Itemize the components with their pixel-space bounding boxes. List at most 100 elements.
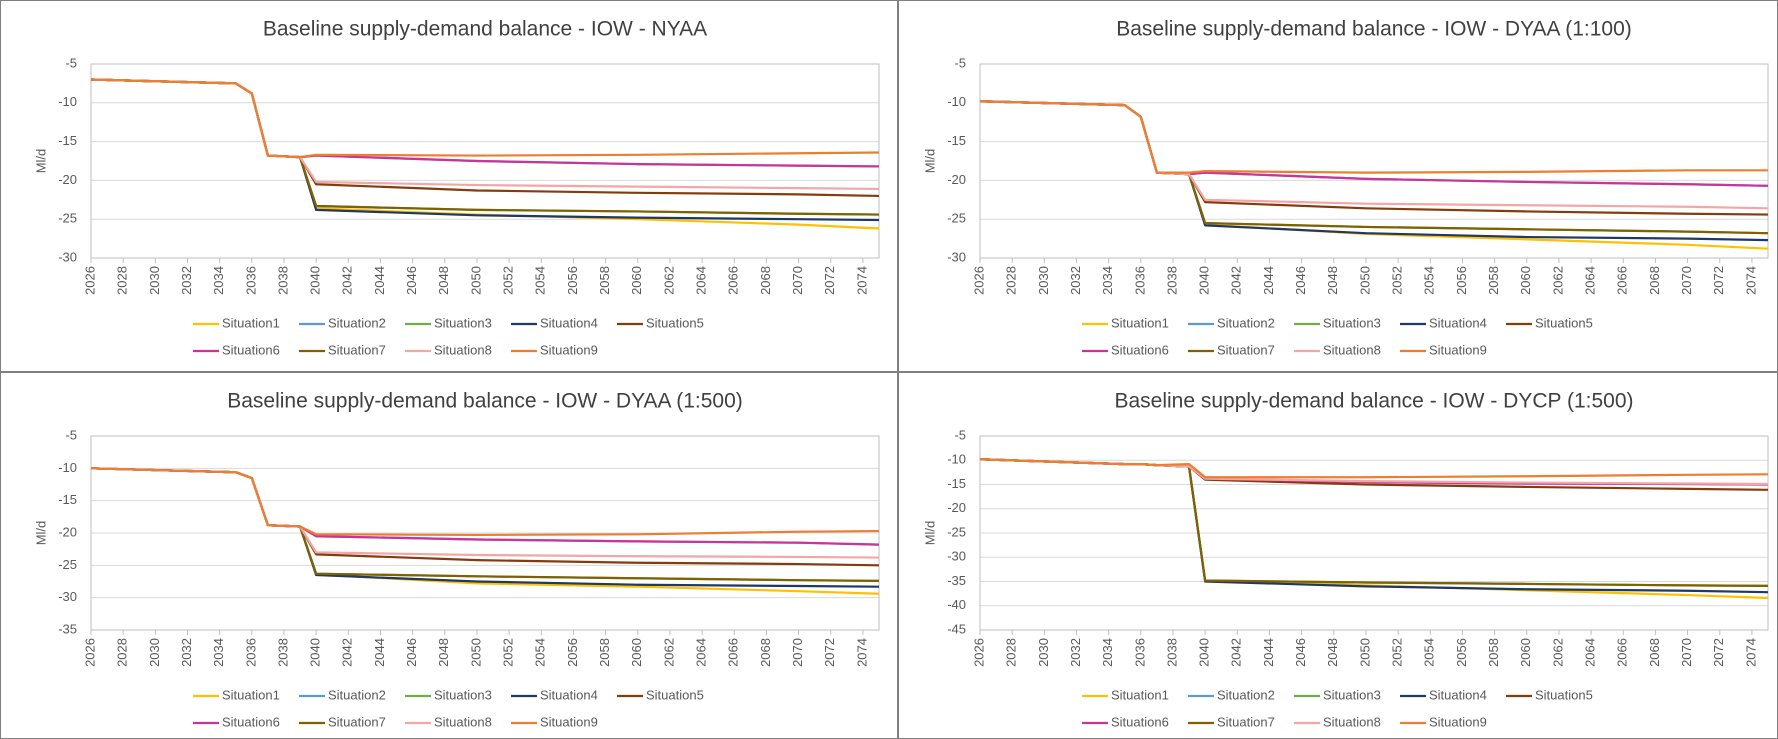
x-tick-label: 2038 xyxy=(1164,266,1179,295)
y-tick-label: -20 xyxy=(58,172,77,187)
x-tick-label: 2036 xyxy=(243,638,258,667)
x-tick-label: 2036 xyxy=(243,266,258,295)
legend-label: Situation9 xyxy=(1429,714,1487,729)
x-tick-label: 2060 xyxy=(1518,266,1533,295)
plot-border xyxy=(90,435,880,631)
plot-border xyxy=(90,63,880,259)
legend-label: Situation3 xyxy=(434,687,492,702)
x-tick-label: 2062 xyxy=(1550,638,1565,667)
legend-label: Situation9 xyxy=(540,714,598,729)
x-tick-label: 2064 xyxy=(1583,266,1598,295)
legend-label: Situation5 xyxy=(1535,315,1593,330)
x-tick-label: 2044 xyxy=(1261,638,1276,667)
x-tick-label: 2030 xyxy=(1036,266,1051,295)
x-tick-label: 2050 xyxy=(1357,266,1372,295)
series-line xyxy=(979,458,1769,479)
x-tick-label: 2028 xyxy=(1004,266,1019,295)
legend-label: Situation6 xyxy=(1111,342,1169,357)
x-tick-label: 2056 xyxy=(1454,266,1469,295)
y-tick-label: -40 xyxy=(947,597,966,612)
y-tick-label: -30 xyxy=(947,549,966,564)
x-tick-label: 2068 xyxy=(758,638,773,667)
y-tick-label: -25 xyxy=(947,524,966,539)
y-tick-label: -15 xyxy=(947,476,966,491)
legend-label: Situation7 xyxy=(328,342,386,357)
x-tick-label: 2074 xyxy=(854,638,869,667)
y-tick-label: -10 xyxy=(947,452,966,467)
x-tick-label: 2064 xyxy=(694,266,709,295)
x-tick-label: 2072 xyxy=(1711,638,1726,667)
legend-label: Situation2 xyxy=(328,315,386,330)
legend-label: Situation7 xyxy=(328,714,386,729)
x-tick-label: 2030 xyxy=(147,638,162,667)
plot-border xyxy=(979,435,1769,631)
y-tick-label: -5 xyxy=(954,427,966,442)
x-tick-label: 2042 xyxy=(340,266,355,295)
series-line xyxy=(90,467,880,537)
x-tick-label: 2042 xyxy=(1229,638,1244,667)
x-tick-label: 2068 xyxy=(758,266,773,295)
chart-title: Baseline supply-demand balance - IOW - D… xyxy=(1114,390,1633,413)
chart-title: Baseline supply-demand balance - IOW - N… xyxy=(263,18,707,41)
x-tick-label: 2026 xyxy=(971,638,986,667)
x-tick-label: 2062 xyxy=(1550,266,1565,295)
y-tick-label: -45 xyxy=(947,621,966,636)
x-tick-label: 2032 xyxy=(1068,638,1083,667)
legend-label: Situation1 xyxy=(1111,687,1169,702)
y-tick-label: -15 xyxy=(58,133,77,148)
x-tick-label: 2028 xyxy=(1004,638,1019,667)
x-tick-label: 2070 xyxy=(790,638,805,667)
x-tick-label: 2034 xyxy=(1100,638,1115,667)
x-tick-label: 2060 xyxy=(629,638,644,667)
x-tick-label: 2074 xyxy=(854,266,869,295)
y-tick-label: -15 xyxy=(58,492,77,507)
x-tick-label: 2050 xyxy=(468,266,483,295)
x-tick-label: 2050 xyxy=(1357,638,1372,667)
y-tick-label: -5 xyxy=(65,55,77,70)
chart-panel: Baseline supply-demand balance - IOW - D… xyxy=(922,390,1769,729)
x-tick-label: 2044 xyxy=(372,266,387,295)
chart-panel: Baseline supply-demand balance - IOW - D… xyxy=(922,18,1769,357)
x-tick-label: 2072 xyxy=(822,638,837,667)
x-tick-label: 2066 xyxy=(726,638,741,667)
x-tick-label: 2028 xyxy=(115,638,130,667)
x-tick-label: 2034 xyxy=(211,638,226,667)
x-tick-label: 2056 xyxy=(1454,638,1469,667)
legend-label: Situation5 xyxy=(1535,687,1593,702)
y-tick-label: -5 xyxy=(954,55,966,70)
y-tick-label: -20 xyxy=(947,172,966,187)
x-tick-label: 2064 xyxy=(1583,638,1598,667)
x-tick-label: 2036 xyxy=(1132,638,1147,667)
legend-label: Situation4 xyxy=(1429,687,1487,702)
y-tick-label: -25 xyxy=(58,211,77,226)
x-tick-label: 2074 xyxy=(1743,266,1758,295)
legend-label: Situation4 xyxy=(540,687,598,702)
x-tick-label: 2066 xyxy=(1615,638,1630,667)
legend-label: Situation8 xyxy=(434,714,492,729)
x-tick-label: 2054 xyxy=(533,638,548,667)
x-tick-label: 2032 xyxy=(179,266,194,295)
legend-label: Situation3 xyxy=(1323,687,1381,702)
x-tick-label: 2068 xyxy=(1647,638,1662,667)
x-tick-label: 2026 xyxy=(82,638,97,667)
legend-label: Situation3 xyxy=(1323,315,1381,330)
y-axis-label: Ml/d xyxy=(33,521,48,546)
x-tick-label: 2052 xyxy=(1390,266,1405,295)
x-tick-label: 2040 xyxy=(1197,266,1212,295)
x-tick-label: 2070 xyxy=(790,266,805,295)
x-tick-label: 2038 xyxy=(275,638,290,667)
x-tick-label: 2030 xyxy=(147,266,162,295)
x-tick-label: 2038 xyxy=(275,266,290,295)
y-tick-label: -30 xyxy=(58,589,77,604)
x-tick-label: 2048 xyxy=(1325,266,1340,295)
x-tick-label: 2052 xyxy=(501,266,516,295)
y-axis-label: Ml/d xyxy=(922,149,937,174)
legend-label: Situation7 xyxy=(1217,342,1275,357)
legend-label: Situation3 xyxy=(434,315,492,330)
x-tick-label: 2072 xyxy=(822,266,837,295)
x-tick-label: 2046 xyxy=(1293,638,1308,667)
x-tick-label: 2036 xyxy=(1132,266,1147,295)
x-tick-label: 2048 xyxy=(436,266,451,295)
